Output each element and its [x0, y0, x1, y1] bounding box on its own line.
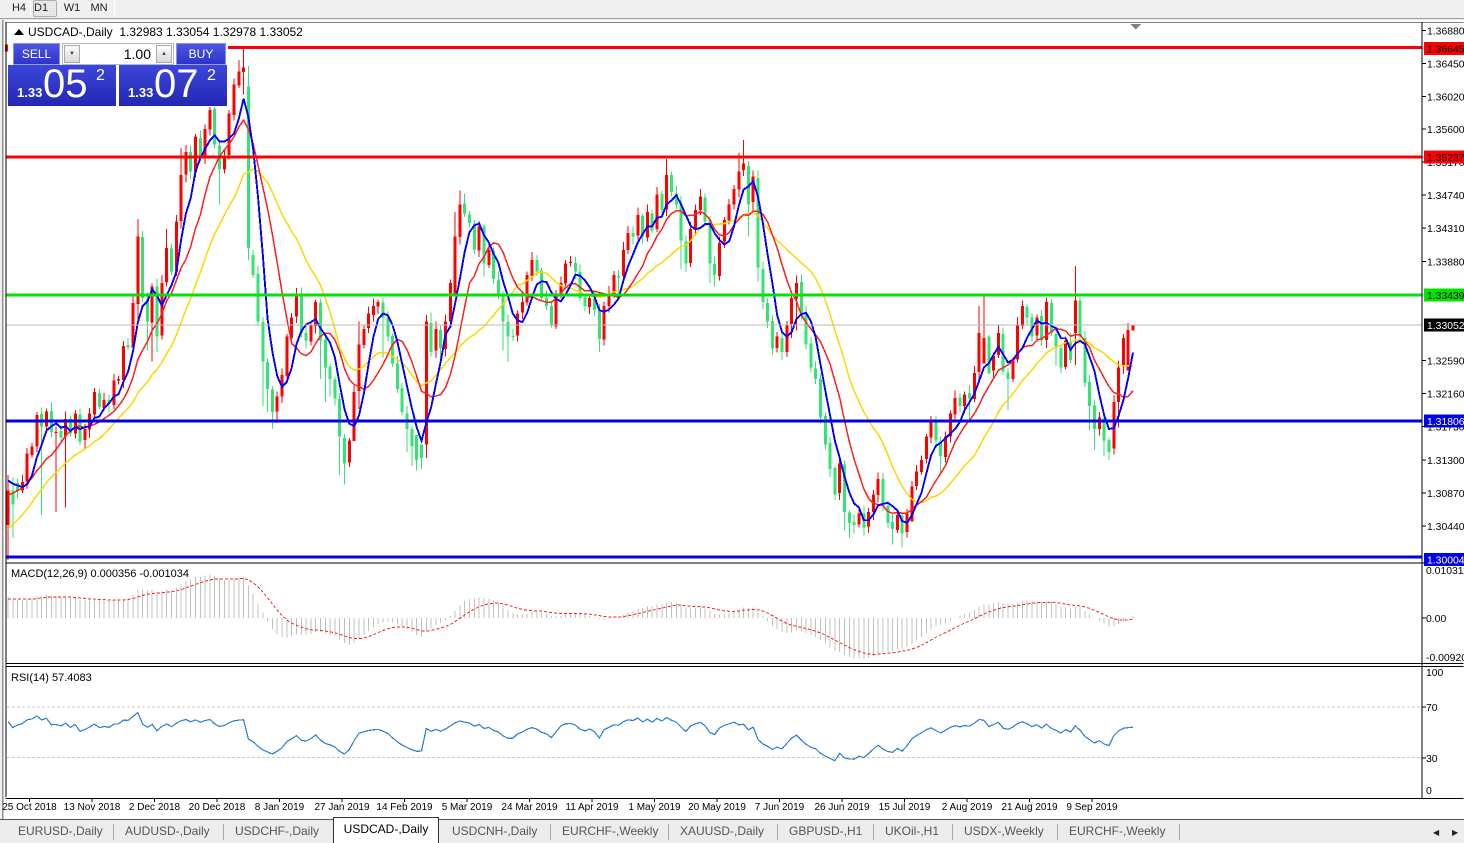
svg-text:0.010311: 0.010311: [1426, 566, 1464, 577]
svg-text:24 Mar 2019: 24 Mar 2019: [501, 802, 558, 813]
svg-text:1.32160: 1.32160: [1427, 390, 1464, 401]
svg-text:20 Dec 2018: 20 Dec 2018: [189, 802, 246, 813]
svg-text:13 Nov 2018: 13 Nov 2018: [64, 802, 121, 813]
svg-text:1.35170: 1.35170: [1427, 158, 1464, 169]
svg-text:11 Apr 2019: 11 Apr 2019: [565, 802, 619, 813]
svg-text:1.31300: 1.31300: [1427, 456, 1464, 467]
svg-text:1.34310: 1.34310: [1427, 224, 1464, 235]
svg-text:1.34740: 1.34740: [1427, 191, 1464, 202]
svg-text:14 Feb 2019: 14 Feb 2019: [376, 802, 433, 813]
svg-text:1.30440: 1.30440: [1427, 522, 1464, 533]
svg-text:70: 70: [1426, 703, 1438, 714]
svg-text:RSI(14) 57.4083: RSI(14) 57.4083: [11, 672, 92, 684]
svg-text:1.32590: 1.32590: [1427, 357, 1464, 368]
svg-text:8 Jan 2019: 8 Jan 2019: [255, 802, 305, 813]
svg-text:30: 30: [1426, 754, 1438, 765]
svg-text:1.30870: 1.30870: [1427, 489, 1464, 500]
svg-text:0: 0: [1426, 786, 1432, 797]
svg-text:1.36450: 1.36450: [1427, 60, 1464, 71]
svg-text:1.31806: 1.31806: [1427, 417, 1464, 428]
svg-text:1.35237: 1.35237: [1427, 153, 1464, 164]
svg-text:1.33880: 1.33880: [1427, 257, 1464, 268]
svg-text:21 Aug 2019: 21 Aug 2019: [1001, 802, 1058, 813]
svg-text:26 Jun 2019: 26 Jun 2019: [814, 802, 869, 813]
svg-text:15 Jul 2019: 15 Jul 2019: [879, 802, 931, 813]
svg-text:MACD(12,26,9) 0.000356 -0.0010: MACD(12,26,9) 0.000356 -0.001034: [11, 568, 189, 580]
svg-text:-0.009203: -0.009203: [1426, 653, 1464, 664]
svg-text:1.36645: 1.36645: [1427, 45, 1464, 56]
svg-text:1.33052: 1.33052: [1427, 321, 1464, 332]
svg-text:1.36880: 1.36880: [1427, 27, 1464, 38]
svg-text:7 Jun 2019: 7 Jun 2019: [755, 802, 805, 813]
svg-text:1 May 2019: 1 May 2019: [628, 802, 681, 813]
svg-text:20 May 2019: 20 May 2019: [688, 802, 746, 813]
svg-text:100: 100: [1426, 668, 1444, 679]
svg-text:2 Aug 2019: 2 Aug 2019: [942, 802, 993, 813]
svg-text:5 Mar 2019: 5 Mar 2019: [442, 802, 493, 813]
svg-text:2 Dec 2018: 2 Dec 2018: [129, 802, 181, 813]
svg-text:1.35600: 1.35600: [1427, 125, 1464, 136]
svg-text:25 Oct 2018: 25 Oct 2018: [2, 802, 57, 813]
svg-text:1.33439: 1.33439: [1427, 291, 1464, 302]
svg-text:9 Sep 2019: 9 Sep 2019: [1066, 802, 1118, 813]
svg-text:0.00: 0.00: [1426, 614, 1446, 625]
svg-text:1.36020: 1.36020: [1427, 93, 1464, 104]
svg-text:1.30004: 1.30004: [1427, 556, 1464, 567]
svg-text:1.31730: 1.31730: [1427, 423, 1464, 434]
svg-text:27 Jan 2019: 27 Jan 2019: [314, 802, 369, 813]
